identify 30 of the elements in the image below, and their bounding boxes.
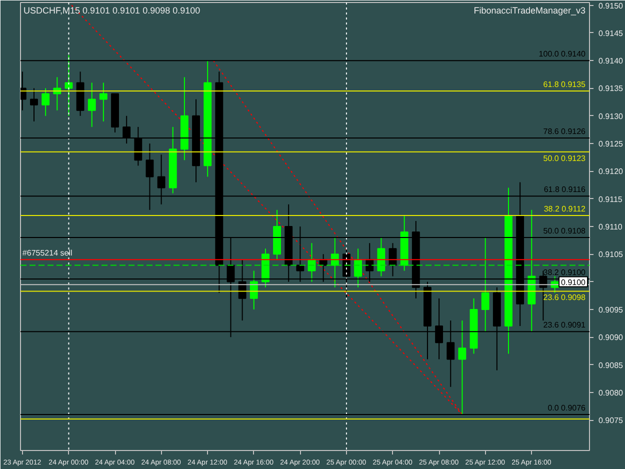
y-tick-label: 0.9080 xyxy=(598,388,624,398)
annotation: FibonacciTradeManager_v3 xyxy=(474,6,586,16)
y-tick-label: 0.9145 xyxy=(598,28,624,38)
y-tick-label: 0.9085 xyxy=(598,360,624,370)
y-tick-label: 0.9135 xyxy=(598,84,624,94)
y-tick-label: 0.9130 xyxy=(598,112,624,121)
annotation: 0.9100 xyxy=(561,278,586,287)
ref-line-label: 38.2 0.9100 xyxy=(543,268,586,278)
y-tick-label: 0.9110 xyxy=(598,222,623,232)
ref-line-label: 61.8 0.9135 xyxy=(543,80,586,89)
ref-line-label: 23.6 0.9098 xyxy=(543,293,586,302)
ref-line-label: 100.0 0.9140 xyxy=(538,50,586,59)
y-tick-label: 0.9095 xyxy=(598,305,624,314)
y-tick-label: 0.9115 xyxy=(598,194,623,204)
y-tick-label: 0.9125 xyxy=(598,140,624,149)
y-tick-label: 0.9075 xyxy=(598,416,624,426)
y-tick-label: 0.9090 xyxy=(598,333,624,342)
ref-line-label: 61.8 0.9116 xyxy=(544,185,586,194)
ref-line-label: 38.2 0.9112 xyxy=(544,204,586,214)
annotation: #6755214 sell xyxy=(22,248,72,258)
ref-line-label: 0.0 0.9076 xyxy=(548,404,586,413)
y-tick-label: 0.9120 xyxy=(598,167,624,176)
ref-line-label: 78.6 0.9126 xyxy=(543,127,586,136)
y-tick-label: 0.9140 xyxy=(598,56,624,66)
chart-title: USDCHF,M15 0.9101 0.9101 0.9098 0.9100 xyxy=(24,6,200,16)
ref-line-label: 23.6 0.9091 xyxy=(543,320,586,330)
ref-line-label: 50.0 0.9123 xyxy=(543,154,586,163)
y-tick-label: 0.9105 xyxy=(598,250,624,260)
ref-line-label: 50.0 0.9108 xyxy=(543,226,586,236)
y-tick-label: 0.9150 xyxy=(598,1,624,10)
